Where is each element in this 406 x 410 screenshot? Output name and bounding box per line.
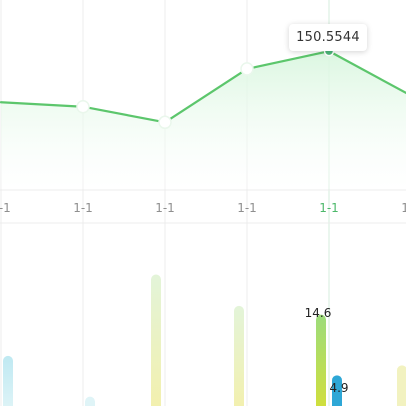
x-tick-label: 1-1 bbox=[155, 201, 175, 215]
line-point bbox=[240, 62, 254, 76]
bar bbox=[3, 355, 13, 410]
x-tick-label: 1-1 bbox=[73, 201, 93, 215]
x-tick-label: 1-1 bbox=[237, 201, 257, 215]
line-area-fill bbox=[1, 51, 406, 189]
line-point bbox=[76, 99, 90, 114]
line-series-path bbox=[0, 50, 406, 124]
bar-active bbox=[316, 314, 326, 410]
tooltip-value: 150.5544 bbox=[296, 30, 360, 45]
x-axis-ticks: 1-1 1-1 1-1 1-1 1-1 1-1 bbox=[0, 201, 406, 215]
bar-data-label: 14.6 bbox=[305, 306, 332, 320]
x-tick-label: 1-1 bbox=[401, 201, 406, 215]
bar-data-label: 4.9 bbox=[329, 381, 348, 395]
line-series bbox=[0, 50, 406, 124]
bar bbox=[151, 274, 161, 410]
x-tick-label: 1-1 bbox=[0, 201, 11, 215]
line-point bbox=[158, 115, 172, 130]
bar-data-labels: 14.6 4.9 bbox=[305, 306, 349, 395]
x-tick-label: 1-1 bbox=[319, 201, 339, 215]
value-tooltip: 150.5544 bbox=[289, 24, 367, 51]
bar bbox=[85, 396, 95, 410]
bar bbox=[397, 365, 406, 410]
bar-secondary bbox=[332, 375, 342, 410]
bar bbox=[234, 305, 244, 410]
line-area bbox=[1, 51, 406, 189]
